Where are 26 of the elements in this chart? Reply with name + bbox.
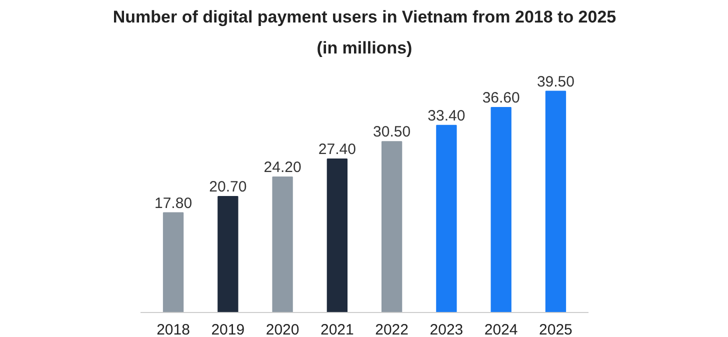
data-label: 17.80 [154, 194, 192, 212]
bar [381, 141, 402, 312]
bar [272, 176, 293, 312]
bar [326, 158, 348, 312]
x-tick-label: 2021 [320, 322, 354, 337]
x-tick-label: 2025 [539, 322, 572, 337]
bar [545, 90, 566, 312]
bar [218, 196, 238, 312]
data-label: 24.20 [264, 158, 302, 176]
x-tick-label: 2019 [211, 322, 245, 337]
x-tick-label: 2024 [484, 322, 518, 337]
data-label: 36.60 [482, 90, 520, 107]
data-label: 27.40 [318, 141, 356, 158]
x-tick-label: 2020 [266, 322, 300, 337]
data-label: 30.50 [373, 124, 411, 141]
x-tick-label: 2023 [430, 322, 464, 337]
bar [436, 124, 457, 312]
data-label: 33.40 [428, 107, 466, 124]
data-label: 39.50 [536, 73, 574, 90]
chart-title: Number of digital payment users in Vietnam from 2018 to 2025 [112, 8, 616, 26]
x-tick-label: 2018 [156, 322, 190, 337]
chart-subtitle: (in millions) [316, 38, 412, 58]
bar [162, 212, 184, 312]
data-label: 20.70 [209, 178, 247, 196]
x-tick-label: 2022 [375, 322, 409, 337]
bar [490, 107, 512, 312]
